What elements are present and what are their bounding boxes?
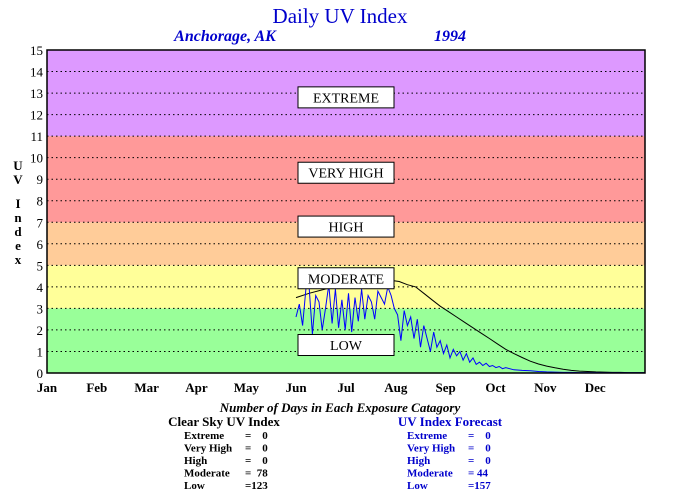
band-label-4: EXTREME <box>313 91 379 106</box>
x-tick-1: Feb <box>86 380 107 395</box>
x-tick-3: Apr <box>185 380 208 395</box>
forecast-row-value-3: = 44 <box>468 468 489 480</box>
forecast-row-value-4: =157 <box>468 480 491 492</box>
forecast-row-label-0: Extreme <box>407 430 447 442</box>
band-label-box-4 <box>297 86 395 109</box>
clear-sky-row-label-2: High <box>184 455 207 467</box>
y-tick-1: 1 <box>37 344 44 359</box>
y-label-char-6: e <box>15 238 21 253</box>
clear-sky-rows: Extreme = 0 Very High = 0 High = 0 Moderate = 7… <box>184 430 268 492</box>
band-label-box-0 <box>297 334 395 357</box>
clear-sky-row-value-4: =123 <box>245 480 268 492</box>
forecast-row-label-2: High <box>407 455 430 467</box>
forecast-rows: Extreme = 0 Very High = 0 High = 0 Moderate = 4… <box>407 430 491 492</box>
band-label-box-2 <box>297 215 395 238</box>
x-tick-0: Jan <box>37 380 58 395</box>
y-label-char-3: I <box>15 196 20 211</box>
clear-sky-row-label-4: Low <box>184 480 205 492</box>
y-label-char-7: x <box>15 252 22 267</box>
x-tick-9: Oct <box>485 380 506 395</box>
clear-sky-row-value-0: = 0 <box>245 430 268 442</box>
clear-sky-row-label-3: Moderate <box>184 468 230 480</box>
y-tick-2: 2 <box>37 323 44 338</box>
band-labels: LOW MODERATE HIGH VERY HIGH EXTREME <box>297 86 395 357</box>
y-tick-0: 0 <box>37 366 44 381</box>
clear-sky-row-value-2: = 0 <box>245 455 268 467</box>
x-tick-7: Aug <box>384 380 408 395</box>
x-tick-6: Jul <box>337 380 355 395</box>
y-tick-8: 8 <box>37 194 44 209</box>
chart-title: Daily UV Index <box>273 4 408 28</box>
x-tick-10: Nov <box>534 380 557 395</box>
y-label-char-4: n <box>14 210 22 225</box>
forecast-row-label-1: Very High <box>407 443 455 455</box>
forecast-row-label-4: Low <box>407 480 428 492</box>
grid-lines <box>47 71 645 352</box>
clear-sky-row-label-1: Very High <box>184 443 232 455</box>
plot-frame <box>46 49 646 374</box>
forecast-row-label-3: Moderate <box>407 468 453 480</box>
chart-subtitle-year: 1994 <box>434 28 466 45</box>
y-tick-12: 12 <box>30 108 43 123</box>
series-line-1 <box>295 284 645 374</box>
y-label-char-1: V <box>13 172 23 187</box>
clear-sky-row-label-0: Extreme <box>184 430 224 442</box>
band-label-box-3 <box>297 161 395 184</box>
x-tick-11: Dec <box>585 380 606 395</box>
clear-sky-row-value-1: = 0 <box>245 443 268 455</box>
forecast-row-value-2: = 0 <box>468 455 491 467</box>
clear-sky-heading: Clear Sky UV Index <box>168 414 280 429</box>
y-tick-14: 14 <box>30 65 44 80</box>
band-label-2: HIGH <box>329 221 364 236</box>
y-tick-7: 7 <box>37 215 44 230</box>
y-tick-6: 6 <box>37 237 44 252</box>
band-label-box-1 <box>297 267 395 290</box>
forecast-heading: UV Index Forecast <box>398 414 503 429</box>
x-tick-8: Sep <box>436 380 456 395</box>
x-tick-labels: Jan Feb Mar Apr May Jun Jul Aug Sep Oct Nov Dec <box>37 380 606 395</box>
y-tick-11: 11 <box>30 129 43 144</box>
y-tick-15: 15 <box>30 43 43 58</box>
band-label-1: MODERATE <box>308 272 384 287</box>
y-tick-3: 3 <box>37 301 44 316</box>
summary-title: Number of Days in Each Exposure Catagory <box>219 400 461 415</box>
x-tick-4: May <box>234 380 260 395</box>
clear-sky-row-value-3: = 78 <box>245 468 268 480</box>
chart-subtitle-location: Anchorage, AK <box>173 28 277 45</box>
x-tick-5: Jun <box>286 380 308 395</box>
y-tick-9: 9 <box>37 172 44 187</box>
x-tick-2: Mar <box>134 380 159 395</box>
forecast-row-value-1: = 0 <box>468 443 491 455</box>
y-tick-10: 10 <box>30 151 43 166</box>
y-tick-4: 4 <box>37 280 44 295</box>
forecast-row-value-0: = 0 <box>468 430 491 442</box>
band-label-0: LOW <box>330 339 363 354</box>
y-label-char-0: U <box>13 158 23 173</box>
y-label-char-5: d <box>14 224 22 239</box>
y-tick-5: 5 <box>37 258 44 273</box>
band-label-3: VERY HIGH <box>308 167 383 182</box>
y-tick-13: 13 <box>30 86 43 101</box>
